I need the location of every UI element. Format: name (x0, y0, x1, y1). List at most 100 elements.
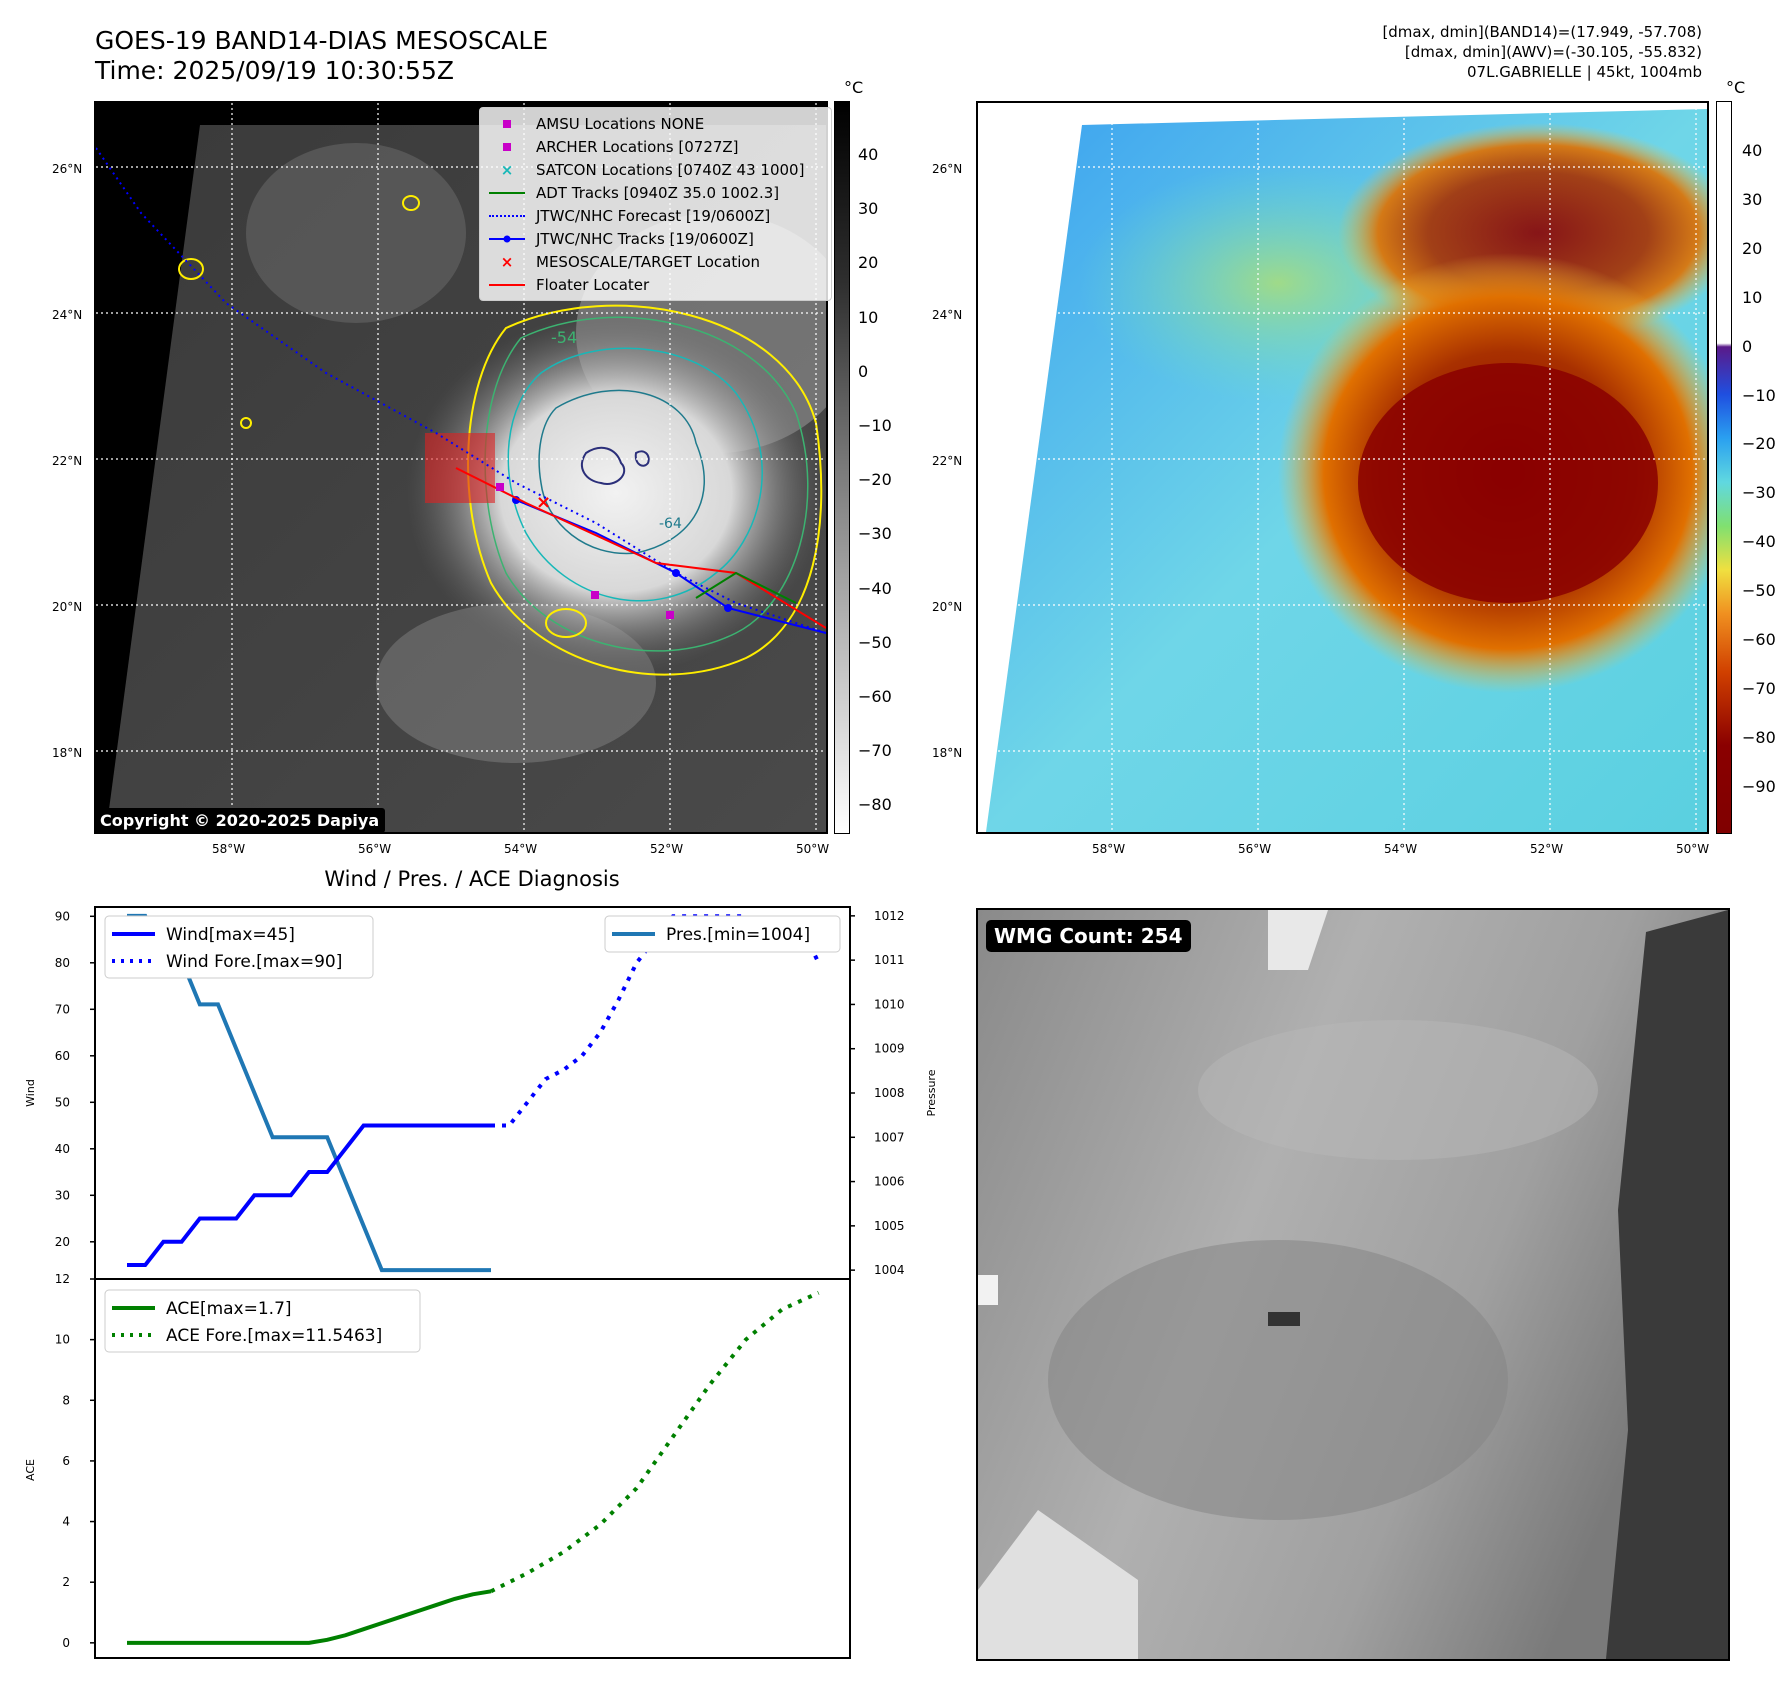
legend-amsu: AMSU Locations NONE (488, 112, 823, 135)
ir-colorbar (834, 101, 850, 834)
ir-colorbar-tick: 40 (858, 145, 879, 164)
ir-lat-26: 26°N (52, 162, 83, 176)
pressure-legend: Pres.[min=1004] (604, 915, 841, 953)
awv-colorbar-tick: −40 (1742, 532, 1776, 552)
wind-legend: Wind[max=45] Wind Fore.[max=90] (104, 915, 374, 979)
contour-label-64: -64 (659, 516, 682, 532)
ir-colorbar-unit: °C (844, 78, 864, 97)
ir-colorbar-tick: −70 (858, 741, 892, 761)
legend-target: × MESOSCALE/TARGET Location (500, 252, 761, 271)
awv-colorbar-tick: −30 (1742, 483, 1776, 503)
ir-lon-54: 54°W (504, 842, 538, 856)
ace-ylabel: ACE (24, 1459, 37, 1481)
y-tick-label: 1004 (874, 1263, 905, 1277)
awv-colorbar-tick: −90 (1742, 776, 1776, 796)
info-awv: [dmax, dmin](AWV)=(-30.105, -55.832) (1404, 43, 1702, 61)
svg-text:×: × (536, 492, 551, 513)
legend-ace: ACE[max=1.7] (166, 1299, 292, 1319)
ir-map-image: × -54 -64 (96, 103, 826, 832)
y-tick-label: 2 (62, 1575, 70, 1589)
legend-adt: ADT Tracks [0940Z 35.0 1002.3] (488, 181, 823, 204)
y-tick-label: 70 (55, 1002, 70, 1016)
title-satellite: GOES-19 BAND14-DIAS MESOSCALE (95, 26, 549, 55)
y-tick-label: 1008 (874, 1086, 905, 1100)
figure-title: GOES-19 BAND14-DIAS MESOSCALE Time: 2025… (95, 26, 548, 86)
legend-pressure: Pres.[min=1004] (666, 925, 810, 945)
y-tick-label: 20 (55, 1235, 70, 1249)
awv-lat-24: 24°N (932, 308, 963, 322)
legend-ace-fore: ACE Fore.[max=11.5463] (166, 1326, 382, 1346)
awv-lon-50: 50°W (1676, 842, 1710, 856)
ir-lon-50: 50°W (796, 842, 830, 856)
ir-lon-58: 58°W (212, 842, 246, 856)
copyright-badge: Copyright © 2020-2025 Dapiya (94, 808, 386, 833)
ir-colorbar-tick: 10 (858, 307, 879, 327)
ir-colorbar-tick: −40 (858, 578, 892, 598)
y-tick-label: 1011 (874, 953, 905, 967)
info-storm: 07L.GABRIELLE | 45kt, 1004mb (1467, 63, 1702, 81)
awv-colorbar (1716, 101, 1732, 834)
awv-colorbar-tick: 10 (1742, 287, 1763, 307)
awv-colorbar-tick: −50 (1742, 581, 1776, 601)
ir-lon-52: 52°W (650, 842, 684, 856)
series-line (491, 914, 821, 1128)
y-tick-label: 1006 (874, 1175, 905, 1189)
awv-lat-26: 26°N (932, 162, 963, 176)
awv-colorbar-tick: 0 (1742, 336, 1753, 356)
awv-map-panel (976, 101, 1709, 834)
y-tick-label: 12 (55, 1272, 70, 1286)
ir-colorbar-tick: −50 (858, 632, 892, 652)
awv-colorbar-tick: −20 (1742, 434, 1776, 454)
y-tick-label: 1010 (874, 997, 905, 1011)
awv-lon-54: 54°W (1384, 842, 1418, 856)
y-tick-label: 90 (55, 909, 70, 923)
y-tick-label: 50 (55, 1095, 70, 1109)
wmg-count-badge: WMG Count: 254 (986, 920, 1191, 952)
ir-lat-18: 18°N (52, 746, 83, 760)
legend-wind: Wind[max=45] (166, 925, 295, 945)
legend-forecast: JTWC/NHC Forecast [19/0600Z] (488, 204, 823, 227)
awv-lat-18: 18°N (932, 746, 963, 760)
ace-axes-frame (94, 1278, 851, 1659)
awv-lon-52: 52°W (1530, 842, 1564, 856)
y-tick-label: 1007 (874, 1130, 905, 1144)
awv-colorbar-tick: −80 (1742, 727, 1776, 747)
y-tick-label: 8 (62, 1393, 70, 1407)
ir-lat-22: 22°N (52, 454, 83, 468)
awv-colorbar-tick: −70 (1742, 678, 1776, 698)
diagnosis-title: Wind / Pres. / ACE Diagnosis (324, 867, 619, 891)
diagnosis-chart: Wind / Pres. / ACE Diagnosis Wind Pressu… (24, 867, 938, 1659)
awv-colorbar-unit: °C (1726, 78, 1746, 97)
ir-lat-20: 20°N (52, 600, 83, 614)
y-tick-label: 1012 (874, 909, 905, 923)
y-tick-label: 4 (62, 1515, 70, 1529)
awv-lon-56: 56°W (1238, 842, 1272, 856)
ace-legend: ACE[max=1.7] ACE Fore.[max=11.5463] (104, 1289, 421, 1353)
y-tick-label: 80 (55, 956, 70, 970)
awv-lat-22: 22°N (932, 454, 963, 468)
ir-colorbar-tick: −20 (858, 470, 892, 490)
ir-lon-56: 56°W (358, 842, 392, 856)
contour-label-54: -54 (551, 328, 577, 347)
series-line (127, 1589, 492, 1645)
y-tick-label: 60 (55, 1049, 70, 1063)
ir-colorbar-tick: 20 (858, 253, 879, 273)
wind-ylabel: Wind (24, 1079, 37, 1107)
awv-lon-58: 58°W (1092, 842, 1126, 856)
wmg-panel (976, 908, 1730, 1661)
awv-colorbar-tick: 20 (1742, 238, 1763, 258)
awv-map-image (978, 103, 1707, 832)
awv-colorbar-tick: −10 (1742, 385, 1776, 405)
y-tick-label: 30 (55, 1188, 70, 1202)
awv-colorbar-tick: 40 (1742, 141, 1763, 160)
ir-colorbar-tick: 30 (858, 199, 879, 219)
wmg-image (978, 910, 1728, 1659)
series-line (490, 1290, 820, 1594)
legend-tracks: JTWC/NHC Tracks [19/0600Z] (488, 227, 823, 250)
awv-colorbar-tick: 30 (1742, 189, 1763, 209)
awv-colorbar-tick: −60 (1742, 630, 1776, 649)
y-tick-label: 10 (55, 1333, 70, 1347)
y-tick-label: 1005 (874, 1219, 905, 1233)
ir-colorbar-tick: −60 (858, 687, 892, 706)
map-legend: AMSU Locations NONE ARCHER Locations [07… (479, 107, 832, 301)
